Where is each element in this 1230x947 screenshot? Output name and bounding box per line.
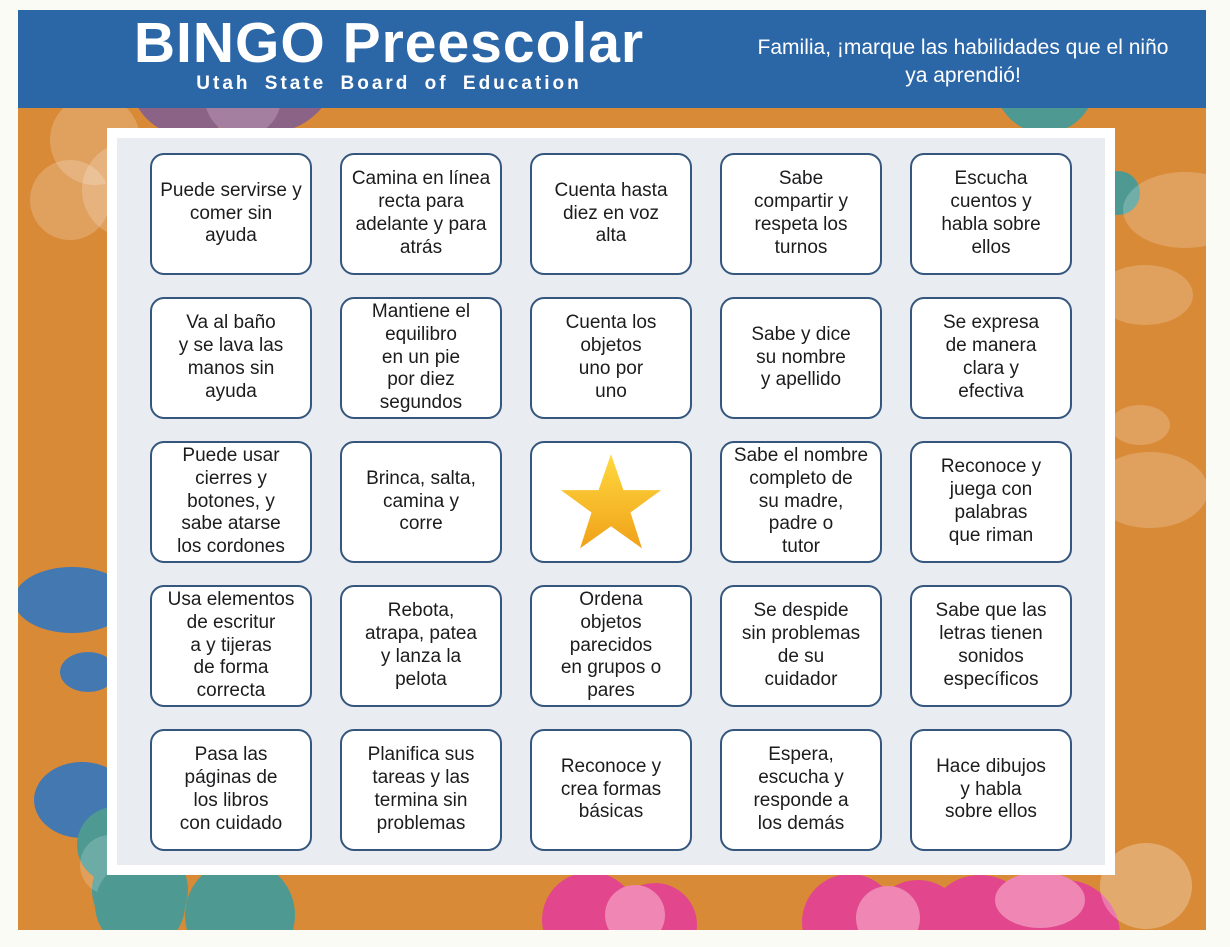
bingo-cell[interactable]: Sabe y dice su nombre y apellido [720, 297, 882, 419]
bingo-cell[interactable]: Cuenta los objetos uno por uno [530, 297, 692, 419]
bingo-cell[interactable]: Se despide sin problemas de su cuidador [720, 585, 882, 707]
bingo-cell[interactable]: Va al baño y se lava las manos sin ayuda [150, 297, 312, 419]
bingo-cell[interactable]: Camina en línea recta para adelante y pa… [340, 153, 502, 275]
star-icon [560, 454, 662, 549]
bingo-cell[interactable]: Mantiene el equilibro en un pie por diez… [340, 297, 502, 419]
bingo-cell[interactable]: Usa elementos de escritur a y tijeras de… [150, 585, 312, 707]
bingo-cell[interactable]: Reconoce y crea formas básicas [530, 729, 692, 851]
bingo-cell[interactable]: Escucha cuentos y habla sobre ellos [910, 153, 1072, 275]
bingo-cell[interactable]: Rebota, atrapa, patea y lanza la pelota [340, 585, 502, 707]
bingo-cell[interactable]: Puede usar cierres y botones, y sabe ata… [150, 441, 312, 563]
decorated-background: Puede servirse y comer sin ayuda Camina … [18, 108, 1206, 930]
page-title: BINGO Preescolar [133, 11, 645, 75]
family-instruction-text: Familia, ¡marque las habilidades que el … [757, 36, 1169, 88]
decor-circle [605, 885, 665, 930]
bingo-cell[interactable]: Espera, escucha y responde a los demás [720, 729, 882, 851]
bingo-cell[interactable]: Pasa las páginas de los libros con cuida… [150, 729, 312, 851]
decor-circle [856, 886, 920, 930]
bingo-card: Puede servirse y comer sin ayuda Camina … [107, 128, 1115, 875]
bingo-cell[interactable]: Ordena objetos parecidos en grupos o par… [530, 585, 692, 707]
free-space-cell [530, 441, 692, 563]
bingo-cell[interactable]: Se expresa de manera clara y efectiva [910, 297, 1072, 419]
decor-circle [60, 652, 116, 692]
page-subtitle: Utah State Board of Education [196, 72, 582, 94]
bingo-cell[interactable]: Reconoce y juega con palabras que riman [910, 441, 1072, 563]
bingo-board: Puede servirse y comer sin ayuda Camina … [117, 138, 1105, 865]
bingo-cell[interactable]: Sabe compartir y respeta los turnos [720, 153, 882, 275]
header-bar: BINGO Preescolar Utah State Board of Edu… [18, 10, 1206, 108]
decor-circle [1100, 843, 1192, 929]
decor-circle [30, 160, 110, 240]
bingo-cell[interactable]: Cuenta hasta diez en voz alta [530, 153, 692, 275]
bingo-cell[interactable]: Hace dibujos y habla sobre ellos [910, 729, 1072, 851]
bingo-cell[interactable]: Brinca, salta, camina y corre [340, 441, 502, 563]
bingo-cell[interactable]: Puede servirse y comer sin ayuda [150, 153, 312, 275]
decor-circle [995, 872, 1085, 928]
bingo-cell[interactable]: Sabe que las letras tienen sonidos espec… [910, 585, 1072, 707]
bingo-cell[interactable]: Sabe el nombre completo de su madre, pad… [720, 441, 882, 563]
decor-circle [1110, 405, 1170, 445]
title-block: BINGO Preescolar Utah State Board of Edu… [44, 12, 734, 95]
bingo-cell[interactable]: Planifica sus tareas y las termina sin p… [340, 729, 502, 851]
